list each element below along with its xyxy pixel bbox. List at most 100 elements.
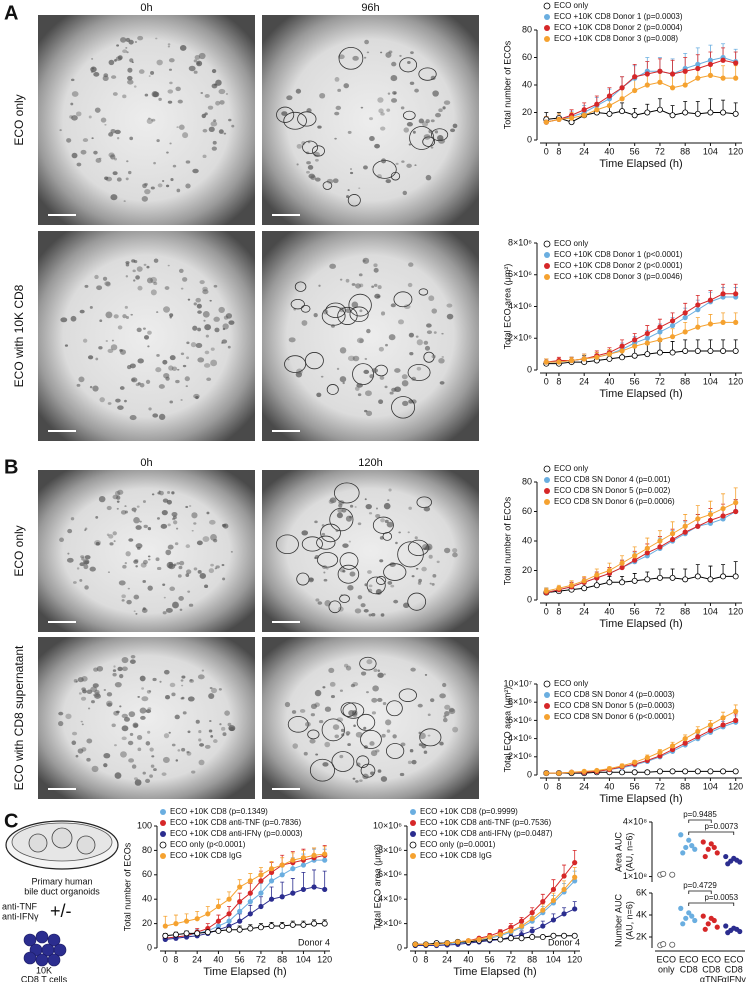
data-point: [194, 916, 200, 922]
organoid: [301, 536, 323, 552]
organoid: [386, 700, 403, 717]
organoid: [143, 524, 148, 529]
organoid: [391, 98, 398, 103]
organoid: [286, 95, 293, 101]
organoid: [90, 70, 94, 74]
organoid: [386, 108, 391, 112]
data-point: [656, 574, 663, 581]
organoid: [150, 764, 155, 768]
data-point: [529, 916, 535, 922]
organoid: [197, 357, 205, 363]
organoid: [347, 130, 352, 134]
data-point: [723, 923, 729, 929]
organoid: [72, 731, 78, 736]
y-tick-label: 10×10⁶: [373, 820, 402, 830]
organoid: [116, 44, 120, 47]
organoid: [381, 733, 386, 738]
organoid: [223, 132, 227, 135]
y-axis-label: Number AUC: [613, 893, 623, 947]
data-point: [732, 110, 739, 117]
series-line: [546, 511, 736, 594]
x-axis-label: Time Elapsed (h): [599, 158, 682, 170]
organoid: [452, 552, 458, 558]
data-point: [680, 850, 686, 856]
organoid: [100, 117, 107, 123]
data-point: [631, 352, 638, 359]
data-point: [321, 920, 328, 927]
organoid: [335, 105, 342, 111]
organoid: [411, 399, 417, 404]
organoid: [176, 126, 179, 129]
organoid: [221, 726, 226, 731]
organoid: [326, 384, 339, 395]
y-tick-label: 20: [522, 107, 532, 117]
organoid: [189, 679, 195, 683]
organoid: [448, 708, 456, 715]
organoid: [409, 748, 414, 753]
organoid: [196, 540, 203, 546]
data-point: [705, 846, 711, 852]
organoid: [198, 52, 206, 60]
row-label: ECO with 10K CD8: [12, 284, 26, 387]
data-point: [657, 79, 663, 85]
organoid: [122, 49, 128, 54]
data-point: [707, 576, 714, 583]
y-axis-label: Total ECO area (μm²): [372, 844, 382, 930]
significance-bracket: [688, 902, 735, 906]
data-point: [550, 886, 557, 893]
organoid: [185, 505, 189, 509]
data-point: [619, 96, 625, 102]
organoid: [403, 127, 410, 133]
organoid: [105, 281, 111, 287]
organoid: [145, 709, 152, 714]
organoid: [121, 594, 126, 599]
organoid: [81, 687, 86, 691]
organoid: [107, 702, 113, 707]
organoid: [320, 375, 324, 378]
organoid: [105, 311, 113, 319]
data-point: [682, 736, 688, 742]
legend-label: ECO CD8 SN Donor 5 (p=0.0003): [554, 701, 675, 710]
organoid: [81, 747, 87, 752]
data-point: [695, 734, 701, 740]
organoid: [127, 740, 134, 746]
organoid: [138, 69, 145, 74]
organoid: [168, 365, 174, 371]
y-tick-label: 0: [527, 134, 532, 144]
data-point: [660, 941, 667, 948]
organoid: [300, 304, 311, 313]
organoid: [338, 46, 364, 70]
legend-marker: [544, 36, 550, 42]
legend-marker: [159, 841, 167, 849]
organoid: [390, 303, 396, 308]
legend-marker: [410, 853, 416, 859]
organoid: [430, 75, 436, 80]
annotation: Donor 4: [298, 937, 330, 947]
organoid: [340, 702, 357, 717]
organoid: [111, 75, 117, 79]
organoid: [114, 772, 122, 779]
organoid: [287, 358, 290, 361]
organoid: [142, 327, 146, 330]
data-point: [657, 544, 663, 550]
panel-letter: C: [4, 810, 18, 832]
data-point: [632, 553, 638, 559]
organoid: [133, 559, 139, 564]
organoid: [197, 674, 205, 680]
data-point: [619, 769, 626, 776]
organoid: [147, 555, 151, 558]
series-line: [165, 854, 325, 939]
y-tick-label: 6×10⁶: [508, 269, 532, 279]
organoid: [182, 277, 188, 282]
organoid: [439, 693, 446, 699]
organoid: [176, 368, 180, 371]
organoid: [403, 304, 411, 310]
organoid: [391, 396, 416, 419]
organoid: [374, 293, 381, 299]
organoid: [185, 385, 188, 388]
data-point: [632, 337, 638, 343]
organoid: [153, 281, 158, 286]
organoid: [123, 200, 126, 202]
x-tick-label: 120: [567, 954, 582, 964]
organoid: [339, 594, 350, 604]
